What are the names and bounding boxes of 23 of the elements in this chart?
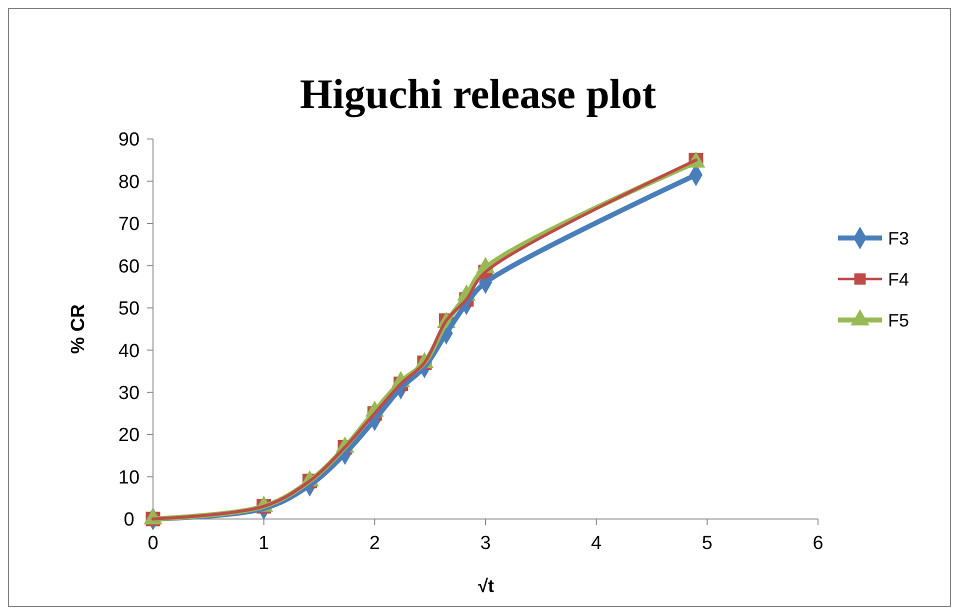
x-tick-label: 5 [702,533,712,554]
y-tick-label: 30 [118,382,140,404]
x-tick-label: 1 [258,533,270,554]
legend-label: F4 [888,269,910,290]
y-tick-label: 0 [124,510,134,531]
y-tick-label: 50 [118,298,140,320]
chart-title: Higuchi release plot [300,72,656,118]
legend-label: F5 [888,310,910,330]
x-tick-label: 3 [480,533,491,554]
y-tick-label: 40 [118,340,140,362]
y-tick-label: 80 [118,172,140,193]
x-tick-label: 0 [148,533,158,554]
y-axis-title: % CR [68,304,89,354]
y-tick-label: 10 [118,467,140,488]
x-tick-label: 4 [591,533,602,554]
y-tick-label: 60 [118,256,140,278]
y-tick-label: 90 [118,130,140,151]
x-axis-title: √t [478,576,494,596]
x-tick-label: 6 [812,533,824,554]
y-tick-label: 20 [118,425,140,446]
y-tick-label: 70 [118,214,140,236]
x-tick-label: 2 [369,533,380,554]
legend-label: F3 [888,228,910,248]
